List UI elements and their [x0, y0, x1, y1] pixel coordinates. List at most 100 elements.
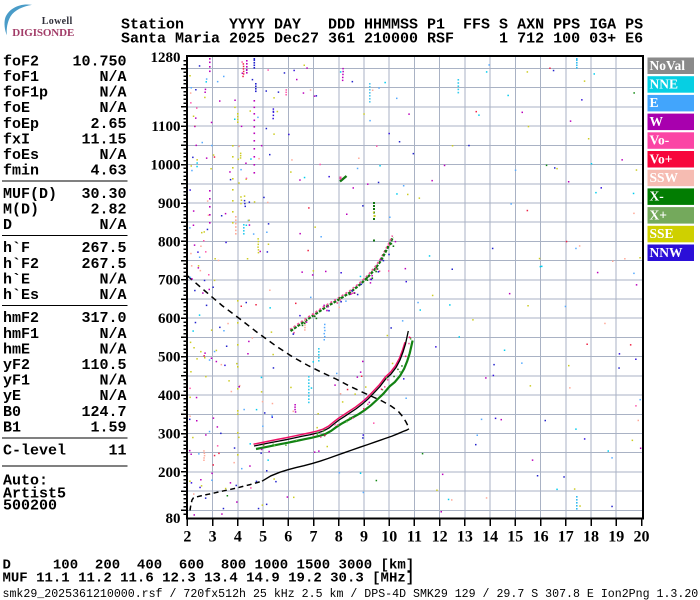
- svg-text:MUF(D): MUF(D): [3, 186, 57, 203]
- svg-text:W: W: [650, 114, 664, 129]
- svg-text:N/A: N/A: [99, 271, 126, 288]
- svg-text:NoVal: NoVal: [650, 58, 686, 73]
- svg-text:15: 15: [507, 529, 523, 546]
- svg-text:foEp: foEp: [3, 116, 39, 133]
- svg-text:10: 10: [381, 529, 397, 546]
- svg-text:400: 400: [158, 388, 181, 404]
- svg-text:2.65: 2.65: [90, 116, 126, 133]
- svg-text:SSW: SSW: [650, 170, 679, 185]
- svg-text:N/A: N/A: [99, 341, 126, 358]
- svg-text:900: 900: [158, 196, 181, 212]
- svg-text:foF2: foF2: [3, 53, 39, 70]
- svg-text:Vo+: Vo+: [650, 151, 673, 166]
- svg-text:12: 12: [432, 529, 448, 546]
- svg-text:X+: X+: [650, 207, 667, 222]
- svg-text:N/A: N/A: [99, 326, 126, 343]
- svg-text:267.5: 267.5: [81, 256, 126, 273]
- svg-text:DIGISONDE: DIGISONDE: [12, 27, 74, 39]
- svg-text:Station YYYY DAY DDD HHM: Station YYYY DAY DDD HHMMSS P1 FFS S AXN…: [121, 17, 643, 34]
- svg-text:Santa Maria 2025 Dec27 361 210: Santa Maria 2025 Dec27 361 210000 RSF 1 …: [121, 31, 643, 48]
- svg-text:yE: yE: [3, 388, 21, 405]
- svg-text:Auto:: Auto:: [3, 472, 48, 489]
- svg-text:smk29_2025361210000.rsf / 720f: smk29_2025361210000.rsf / 720fx512h 25 k…: [3, 588, 699, 600]
- svg-text:yF2: yF2: [3, 357, 30, 374]
- svg-text:200: 200: [158, 465, 181, 481]
- svg-text:foF1p: foF1p: [3, 85, 48, 102]
- svg-text:8: 8: [335, 529, 343, 546]
- svg-text:h`F: h`F: [3, 240, 30, 257]
- svg-text:17: 17: [558, 529, 574, 546]
- svg-text:h`F2: h`F2: [3, 256, 39, 273]
- svg-text:300: 300: [158, 426, 181, 442]
- svg-text:NNE: NNE: [650, 77, 679, 92]
- svg-text:1280: 1280: [151, 50, 181, 66]
- svg-text:N/A: N/A: [99, 287, 126, 304]
- svg-text:1000: 1000: [151, 158, 181, 174]
- svg-text:500: 500: [158, 350, 181, 366]
- svg-text:yF1: yF1: [3, 373, 30, 390]
- svg-text:700: 700: [158, 273, 181, 289]
- svg-text:hmF2: hmF2: [3, 310, 39, 327]
- svg-text:2.82: 2.82: [90, 201, 126, 218]
- svg-text:hmE: hmE: [3, 341, 30, 358]
- svg-text:foF1: foF1: [3, 69, 39, 86]
- svg-text:fxI: fxI: [3, 131, 30, 148]
- svg-text:N/A: N/A: [99, 388, 126, 405]
- svg-text:4.63: 4.63: [90, 163, 126, 180]
- svg-text:9: 9: [360, 529, 368, 546]
- svg-text:124.7: 124.7: [81, 404, 126, 421]
- svg-text:13: 13: [457, 529, 473, 546]
- svg-text:20: 20: [634, 529, 650, 546]
- svg-text:N/A: N/A: [99, 85, 126, 102]
- svg-text:11: 11: [108, 443, 126, 460]
- svg-text:C-level: C-level: [3, 443, 66, 460]
- svg-text:fmin: fmin: [3, 163, 39, 180]
- svg-text:E: E: [650, 95, 659, 110]
- svg-text:317.0: 317.0: [81, 310, 126, 327]
- svg-text:D: D: [3, 217, 12, 234]
- svg-text:NNW: NNW: [650, 245, 683, 260]
- svg-text:80: 80: [166, 511, 181, 527]
- svg-text:N/A: N/A: [99, 69, 126, 86]
- svg-text:hmF1: hmF1: [3, 326, 39, 343]
- svg-text:Artist5: Artist5: [3, 486, 66, 503]
- svg-text:M(D): M(D): [3, 201, 39, 218]
- svg-text:X-: X-: [650, 189, 664, 204]
- svg-text:14: 14: [482, 529, 498, 546]
- svg-text:foE: foE: [3, 100, 30, 117]
- svg-text:19: 19: [608, 529, 624, 546]
- svg-text:SSE: SSE: [650, 226, 674, 241]
- svg-text:800: 800: [158, 234, 181, 250]
- svg-text:N/A: N/A: [99, 100, 126, 117]
- svg-text:Lowell: Lowell: [42, 16, 73, 27]
- svg-text:N/A: N/A: [99, 217, 126, 234]
- svg-text:11: 11: [407, 529, 422, 546]
- svg-text:18: 18: [583, 529, 599, 546]
- svg-text:h`Es: h`Es: [3, 287, 39, 304]
- svg-text:16: 16: [533, 529, 549, 546]
- svg-text:B1: B1: [3, 419, 21, 436]
- svg-text:2: 2: [183, 529, 191, 546]
- svg-text:D 100 200 400 600 800: D 100 200 400 600 800 1000 1500 3000 [km…: [3, 558, 415, 574]
- svg-text:4: 4: [234, 529, 242, 546]
- svg-text:11.15: 11.15: [81, 131, 126, 148]
- svg-text:N/A: N/A: [99, 147, 126, 164]
- svg-text:Vo-: Vo-: [650, 133, 670, 148]
- svg-text:MUF 11.1 11.2 11.6 12.3 13.4: MUF 11.1 11.2 11.6 12.3 13.4 14.9 19.2 3…: [3, 571, 415, 587]
- svg-text:10.750: 10.750: [72, 53, 126, 70]
- svg-text:1100: 1100: [151, 119, 180, 135]
- svg-text:1.59: 1.59: [90, 419, 126, 436]
- svg-text:30.30: 30.30: [81, 186, 126, 203]
- svg-text:267.5: 267.5: [81, 240, 126, 257]
- svg-text:foEs: foEs: [3, 147, 39, 164]
- svg-text:5: 5: [259, 529, 267, 546]
- svg-text:110.5: 110.5: [81, 357, 126, 374]
- svg-text:h`E: h`E: [3, 271, 30, 288]
- svg-text:B0: B0: [3, 404, 21, 421]
- svg-text:N/A: N/A: [99, 373, 126, 390]
- svg-text:3: 3: [209, 529, 217, 546]
- svg-text:500200: 500200: [3, 498, 57, 515]
- svg-text:6: 6: [284, 529, 292, 546]
- svg-text:600: 600: [158, 311, 181, 327]
- svg-text:7: 7: [310, 529, 318, 546]
